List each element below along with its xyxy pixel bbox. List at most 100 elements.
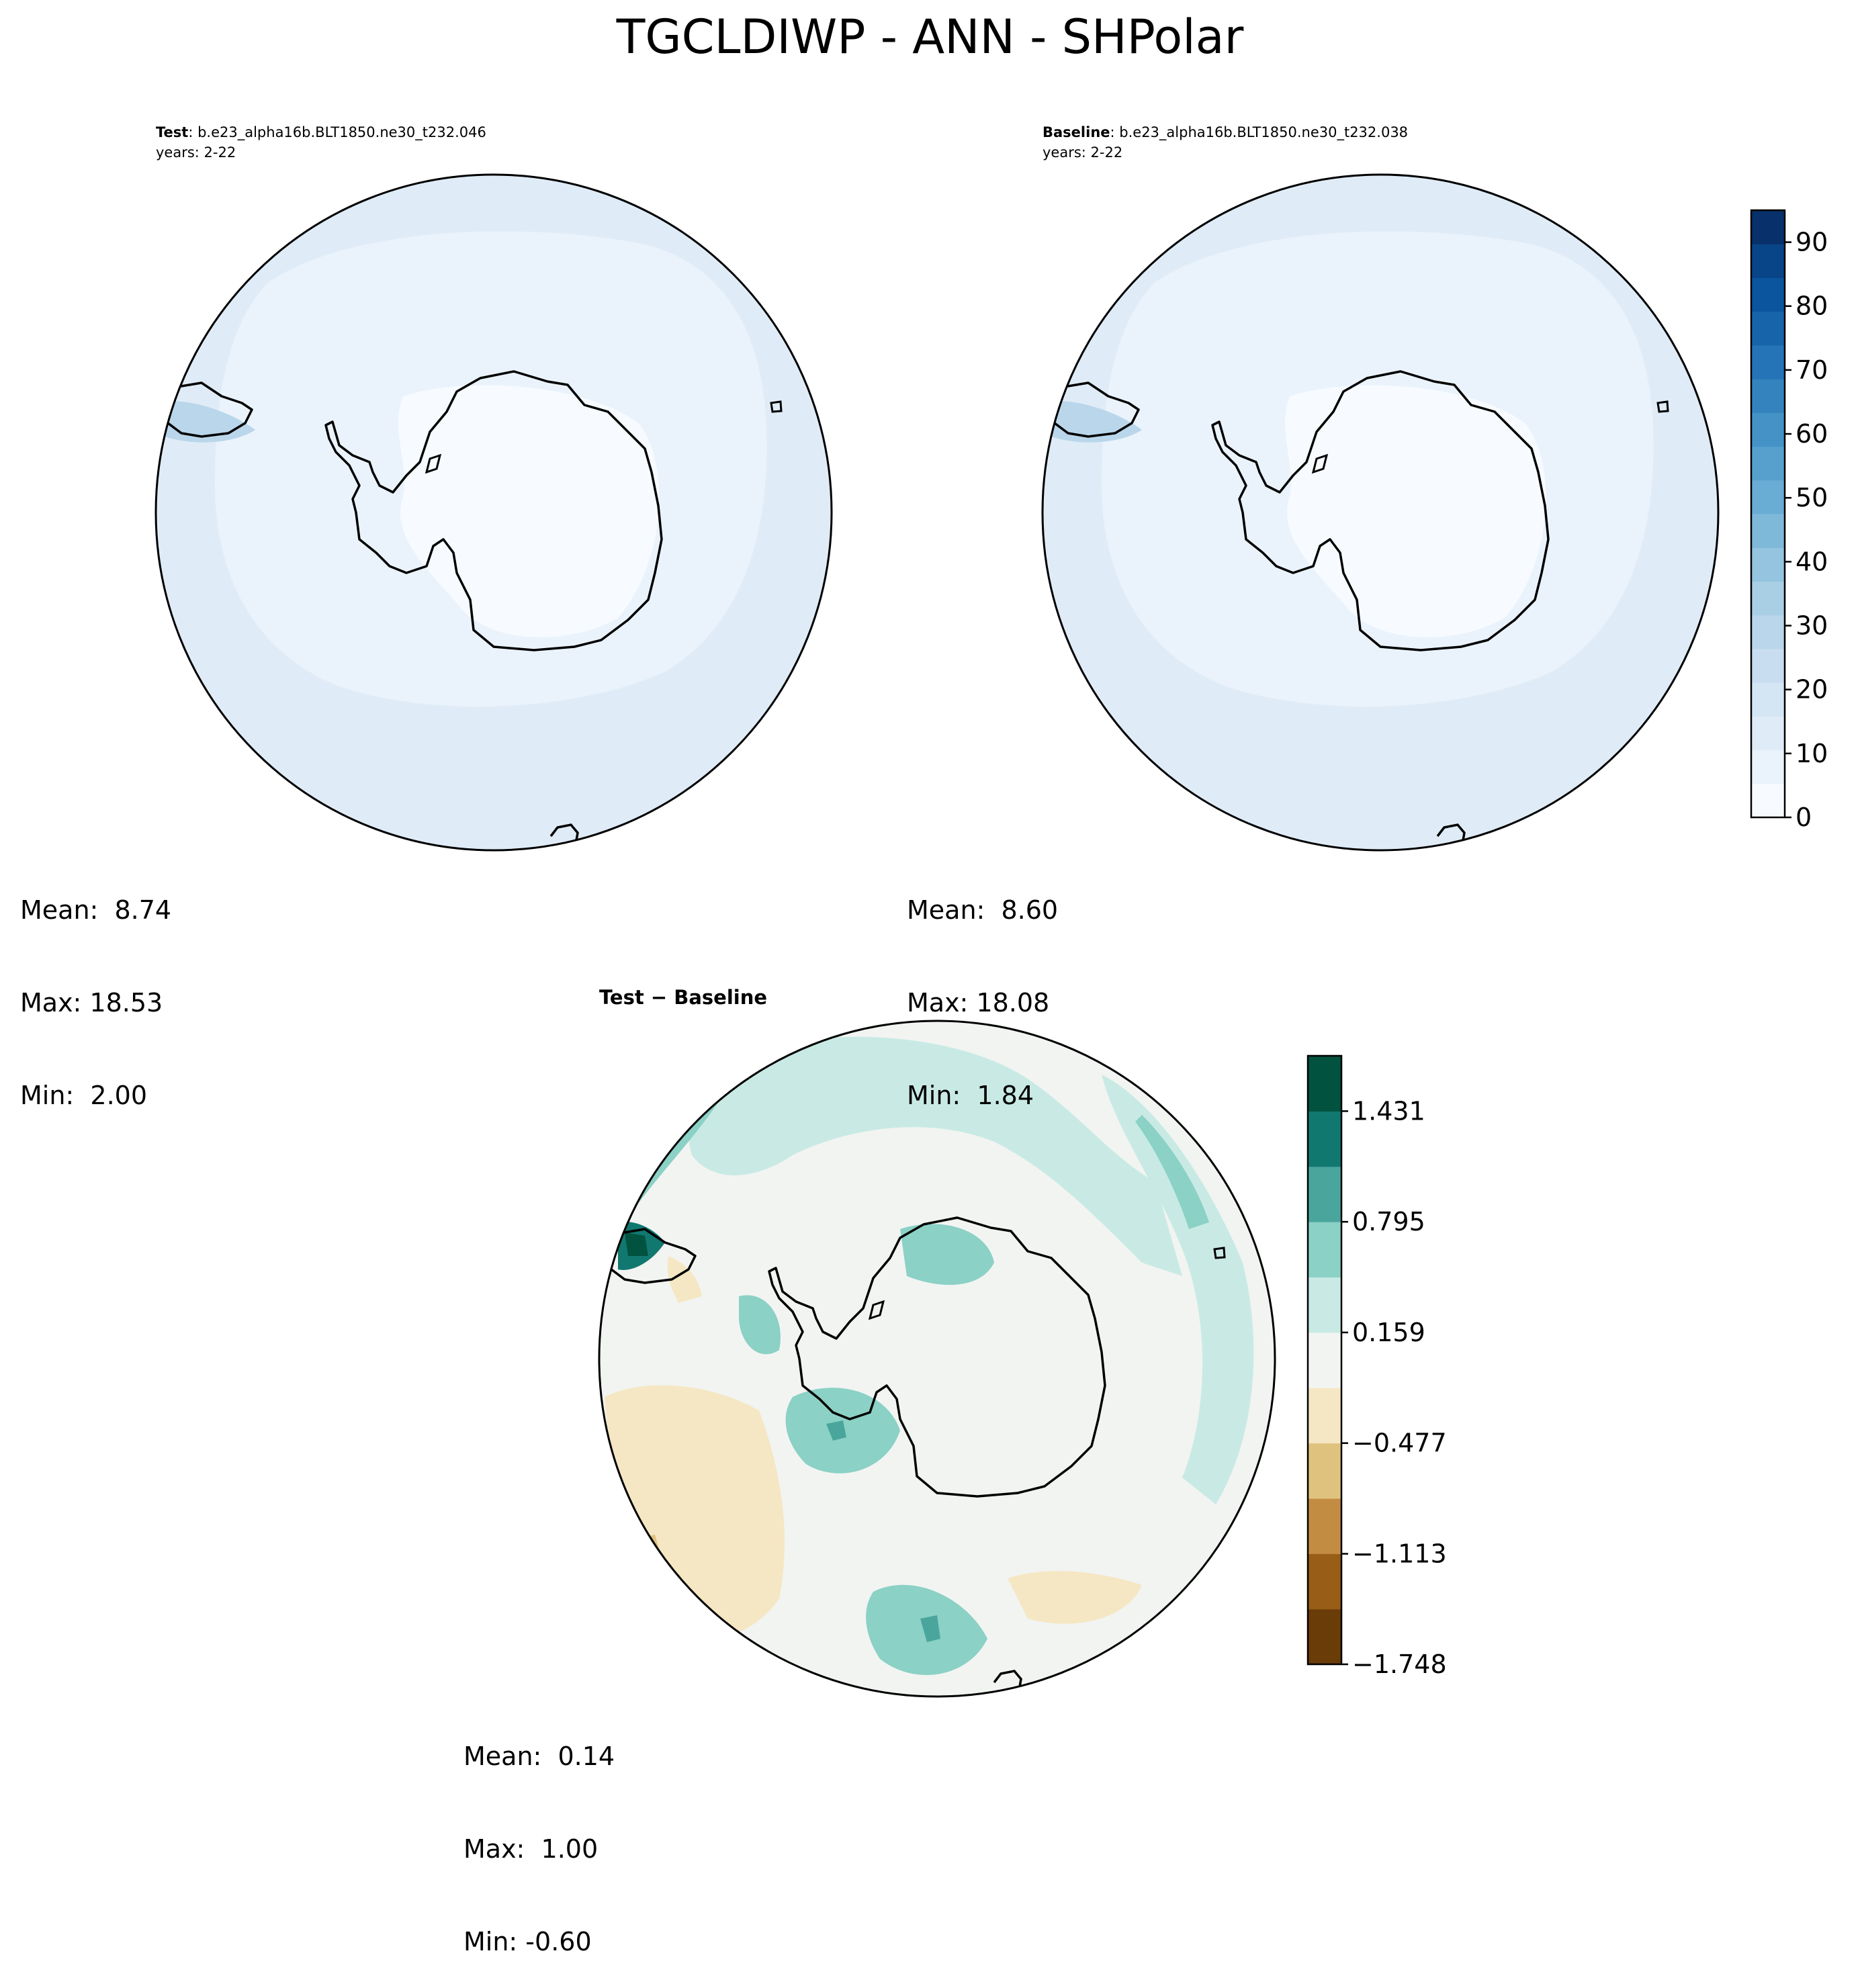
baseline-map-boundary — [1041, 173, 1720, 852]
colorbar-segment — [1308, 1553, 1341, 1610]
colorbar-segment — [1751, 345, 1785, 379]
colorbar-segment — [1308, 1166, 1341, 1222]
test-case-name: : b.e23_alpha16b.BLT1850.ne30_t232.046 — [188, 124, 486, 140]
colorbar-tick-label: −0.477 — [1352, 1429, 1447, 1458]
baseline-max: Max: 18.08 — [907, 988, 1050, 1018]
diff-panel-title: Test − Baseline — [599, 986, 768, 1009]
colorbar-frame — [1750, 209, 1786, 819]
south-america-coast-path — [1044, 375, 1140, 438]
baseline-min: Min: 1.84 — [907, 1081, 1034, 1110]
figure-canvas: 0 10 20 30 40 50 60 70 80 90 −1.748 −1.113 −0.477 0.… — [154, 173, 1828, 1698]
baseline-case-name: : b.e23_alpha16b.BLT1850.ne30_t232.038 — [1110, 124, 1409, 140]
test-map-field — [156, 175, 832, 850]
field-negative-band — [667, 1256, 702, 1303]
colorbar-segment — [1751, 750, 1785, 784]
colorbar-tick-label: 70 — [1796, 355, 1828, 385]
test-label: Test — [156, 124, 189, 140]
colorbar-segment — [1751, 648, 1785, 683]
island-coast-path — [425, 453, 442, 474]
diff-min: Min: -0.60 — [463, 1927, 592, 1956]
colorbar-tick-label: −1.748 — [1352, 1650, 1447, 1679]
colorbar-segment — [1308, 1443, 1341, 1499]
test-mean: Mean: 8.74 — [20, 895, 172, 925]
test-years: years: 2-22 — [156, 144, 236, 161]
baseline-label: Baseline — [1043, 124, 1110, 140]
colorbar-tick-label: 0 — [1796, 803, 1812, 832]
colorbar-segment — [1751, 277, 1785, 312]
diff-max: Max: 1.00 — [463, 1834, 599, 1864]
island-coast-path — [1311, 453, 1329, 474]
diff-map-field — [599, 1021, 1275, 1697]
colorbar-tick-label: 80 — [1796, 291, 1828, 321]
colorbar-segment — [1308, 1277, 1341, 1333]
baseline-stats: Mean: 8.60 Max: 18.08 Min: 1.84 — [907, 833, 1058, 1142]
field-inner-band — [1284, 385, 1546, 637]
field-positive-band — [900, 1224, 994, 1285]
colorbar-segment — [1308, 1056, 1341, 1112]
colorbar-segment — [1308, 1111, 1341, 1167]
diff-map-boundary — [598, 1020, 1276, 1698]
small-island-path — [1656, 400, 1669, 413]
colorbar-tick-label: 0.795 — [1352, 1207, 1425, 1236]
colorbar-segment — [1751, 547, 1785, 582]
field-negative-band — [605, 1385, 785, 1639]
field-negative-band — [1008, 1571, 1142, 1624]
field-positive-band — [920, 1615, 940, 1642]
colorbar-tick-label: −1.113 — [1352, 1539, 1447, 1568]
colorbar-segment — [1751, 581, 1785, 616]
baseline-map-field — [1043, 175, 1718, 850]
colorbar-segment — [1751, 311, 1785, 346]
colorbar-segment — [1751, 480, 1785, 514]
antarctica-coast-path — [768, 1216, 1106, 1498]
coastline-antarctica — [324, 370, 663, 651]
colorbar-segment — [1751, 379, 1785, 413]
antarctica-coast-path — [1211, 370, 1550, 651]
test-panel-header: Test: b.e23_alpha16b.BLT1850.ne30_t232.0… — [156, 122, 486, 163]
small-island-path — [770, 400, 783, 413]
colorbar-tick-label: 1.431 — [1352, 1096, 1425, 1126]
baseline-mean: Mean: 8.60 — [907, 895, 1059, 925]
small-island-path — [1213, 1247, 1226, 1259]
colorbar-tick-label: 40 — [1796, 547, 1828, 576]
baseline-years: years: 2-22 — [1043, 144, 1123, 161]
diff-map-panel — [598, 1020, 1276, 1698]
main-colorbar: 0 10 20 30 40 50 60 70 80 90 — [1750, 209, 1828, 832]
field-peak-positive-patch — [625, 1232, 648, 1256]
colorbar-segment — [1751, 210, 1785, 244]
baseline-panel-header: Baseline: b.e23_alpha16b.BLT1850.ne30_t2… — [1043, 122, 1408, 163]
colorbar-segment — [1751, 783, 1785, 818]
island-coast-path — [868, 1300, 885, 1320]
test-map-panel — [154, 173, 833, 852]
field-positive-band — [739, 1295, 781, 1355]
coastline-antarctica — [1211, 370, 1550, 651]
colorbar-segment — [1751, 682, 1785, 717]
colorbar-tick-label: 60 — [1796, 419, 1828, 449]
figure-title: TGCLDIWP - ANN - SHPolar — [616, 9, 1244, 64]
field-positive-band — [1135, 1115, 1209, 1229]
test-min: Min: 2.00 — [20, 1081, 147, 1110]
colorbar-tick-label: 30 — [1796, 611, 1828, 641]
colorbar-frame — [1307, 1054, 1343, 1666]
colorbar-segment — [1751, 615, 1785, 649]
colorbar-tick-label: 0.159 — [1352, 1318, 1425, 1347]
south-america-coast-path — [601, 1221, 697, 1284]
colorbar-tick-label: 50 — [1796, 483, 1828, 512]
test-stats: Mean: 8.74 Max: 18.53 Min: 2.00 — [20, 833, 171, 1142]
colorbar-segment — [1751, 244, 1785, 279]
baseline-map-panel — [1041, 173, 1720, 852]
field-inner-band — [398, 385, 660, 637]
field-positive-band — [826, 1420, 846, 1441]
diff-stats: Mean: 0.14 Max: 1.00 Min: -0.60 — [463, 1679, 615, 1988]
colorbar-segment — [1751, 514, 1785, 548]
colorbar-tick-label: 20 — [1796, 675, 1828, 705]
colorbar-tick-label: 10 — [1796, 739, 1828, 768]
colorbar-segment — [1308, 1222, 1341, 1278]
coastline-antarctica — [768, 1216, 1106, 1498]
colorbar-segment — [1308, 1498, 1341, 1554]
diff-mean: Mean: 0.14 — [463, 1742, 615, 1771]
south-america-coast-path — [157, 375, 253, 438]
colorbar-segment — [1751, 412, 1785, 447]
test-map-boundary — [154, 173, 833, 852]
colorbar-segment — [1308, 1332, 1341, 1388]
colorbar-tick-label: 90 — [1796, 228, 1828, 257]
